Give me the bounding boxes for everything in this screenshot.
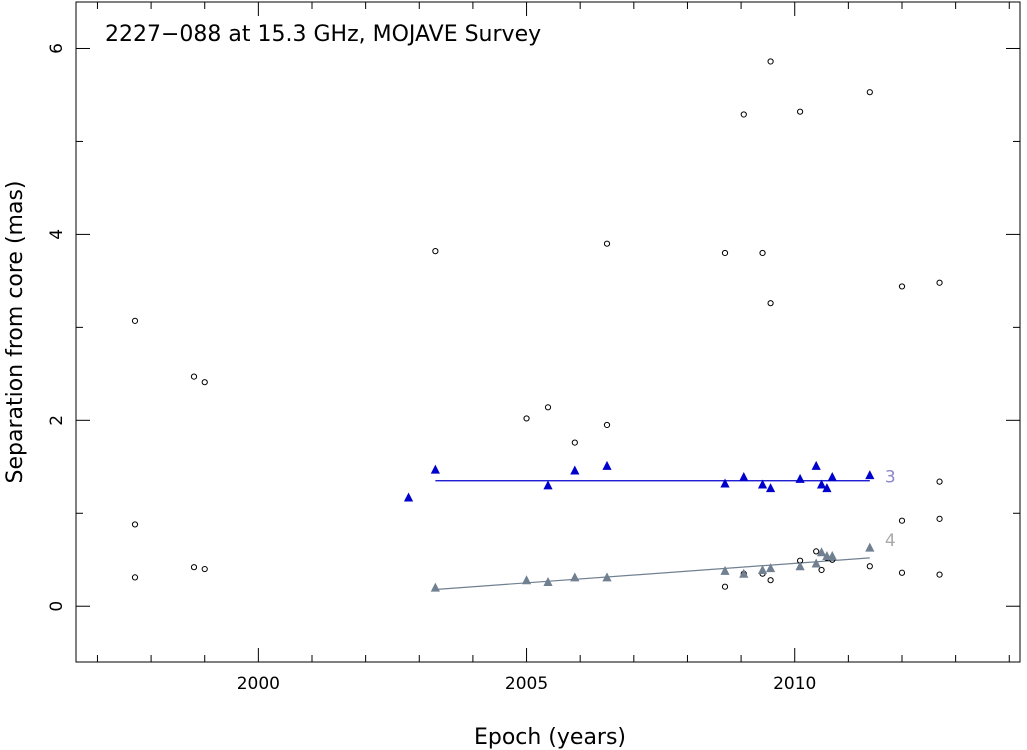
x-tick-label: 2005 bbox=[505, 674, 548, 694]
data-point bbox=[796, 108, 804, 115]
y-tick-label: 0 bbox=[47, 601, 67, 612]
data-point bbox=[898, 517, 906, 524]
data-point-series-4 bbox=[765, 563, 776, 573]
data-point-series-3 bbox=[816, 479, 827, 489]
data-point-series-4 bbox=[811, 558, 821, 568]
series-labels: 34 bbox=[885, 468, 896, 551]
y-tick-label: 4 bbox=[47, 229, 67, 240]
data-point bbox=[190, 564, 198, 571]
data-point bbox=[740, 111, 747, 118]
data-point bbox=[813, 548, 820, 555]
data-point-series-4 bbox=[757, 564, 768, 574]
data-point-series-4 bbox=[816, 547, 827, 557]
y-tick-label: 2 bbox=[47, 415, 67, 426]
data-point bbox=[898, 283, 906, 290]
data-point bbox=[936, 279, 943, 286]
data-point-series-3 bbox=[430, 464, 440, 474]
data-point bbox=[767, 300, 774, 307]
data-point-series-3 bbox=[602, 460, 612, 470]
data-point-series-3 bbox=[865, 470, 875, 480]
data-point-series-3 bbox=[822, 483, 832, 493]
data-point-series-3 bbox=[543, 480, 553, 490]
fit-line-4 bbox=[435, 557, 870, 591]
series-label-4: 4 bbox=[885, 531, 896, 551]
data-points bbox=[131, 58, 943, 592]
data-point-series-3 bbox=[795, 473, 805, 483]
data-point bbox=[898, 569, 906, 576]
data-point bbox=[721, 583, 729, 590]
y-tick-label: 6 bbox=[47, 43, 67, 54]
chart-title: 2227−088 at 15.3 GHz, MOJAVE Survey bbox=[105, 22, 541, 47]
data-point-series-4 bbox=[720, 565, 730, 575]
data-point bbox=[936, 515, 943, 522]
data-point-series-3 bbox=[757, 479, 768, 489]
data-point bbox=[767, 58, 774, 65]
data-point bbox=[767, 577, 774, 584]
data-point bbox=[936, 571, 943, 578]
data-point bbox=[818, 566, 825, 574]
data-point bbox=[131, 521, 139, 528]
data-point-series-3 bbox=[403, 492, 414, 502]
data-point-series-4 bbox=[795, 561, 805, 571]
data-point bbox=[131, 317, 139, 324]
data-point-series-3 bbox=[811, 460, 821, 470]
data-point bbox=[603, 421, 611, 429]
x-tick-label: 2000 bbox=[237, 674, 280, 694]
data-point bbox=[721, 249, 729, 257]
data-point bbox=[866, 563, 873, 570]
tick-labels: 2000 2005 2010 0 2 4 6 bbox=[47, 43, 816, 694]
data-point bbox=[544, 404, 552, 411]
data-point-series-4 bbox=[430, 582, 440, 592]
data-point bbox=[190, 373, 198, 380]
data-point-series-4 bbox=[570, 572, 580, 582]
data-point bbox=[201, 565, 208, 573]
data-point-series-3 bbox=[739, 472, 749, 482]
data-point bbox=[201, 379, 208, 386]
data-point-series-3 bbox=[765, 483, 776, 493]
data-point-series-4 bbox=[739, 568, 749, 578]
data-point bbox=[571, 439, 578, 446]
data-point-series-4 bbox=[543, 577, 553, 587]
data-point bbox=[936, 478, 943, 485]
data-point-series-4 bbox=[602, 572, 612, 582]
plot-frame bbox=[75, 1, 1021, 663]
fit-lines bbox=[435, 480, 870, 591]
data-point bbox=[603, 240, 611, 247]
series-label-3: 3 bbox=[885, 468, 896, 488]
data-point bbox=[759, 249, 766, 257]
data-point-series-4 bbox=[865, 542, 875, 552]
data-point-series-4 bbox=[827, 551, 837, 561]
y-axis-label: Separation from core (mas) bbox=[3, 181, 28, 484]
x-tick-label: 2010 bbox=[773, 674, 816, 694]
data-point-series-3 bbox=[827, 472, 837, 482]
data-point bbox=[523, 415, 530, 422]
data-point bbox=[432, 248, 439, 255]
data-point-series-3 bbox=[720, 478, 730, 488]
x-axis-label: Epoch (years) bbox=[474, 725, 626, 750]
data-point bbox=[131, 574, 139, 581]
data-point bbox=[866, 89, 873, 96]
axis-ticks bbox=[76, 2, 1020, 662]
data-point-series-4 bbox=[521, 575, 532, 585]
data-point-series-3 bbox=[570, 465, 580, 475]
